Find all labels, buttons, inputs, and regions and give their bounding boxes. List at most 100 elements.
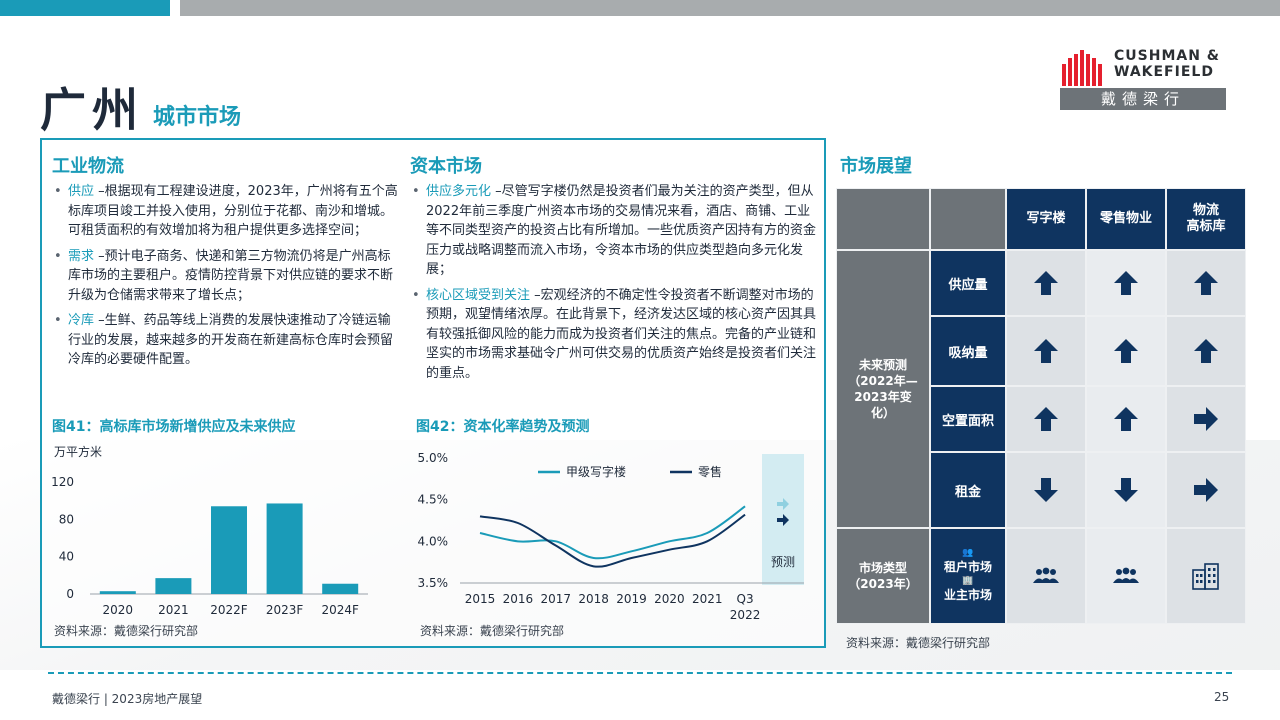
table-cell	[1007, 387, 1085, 451]
y-tick-label: 5.0%	[418, 451, 449, 465]
bullet-text: –生鲜、药品等线上消费的发展快速推动了冷链运输行业的发展，越来越多的开发商在新建…	[68, 313, 394, 367]
arrow-up-icon	[1194, 339, 1218, 363]
fig41-title: 图41：高标库市场新增供应及未来供应	[52, 419, 296, 435]
cell-text-line: 化）	[870, 406, 895, 420]
x-tick-label: Q3	[737, 592, 754, 606]
table-corner-2	[931, 189, 1005, 249]
legend-tenant-label: 租户市场	[943, 560, 992, 574]
row-header: 租金	[931, 453, 1005, 527]
forecast-arrow-icon	[777, 498, 789, 510]
logo-wordmark: CUSHMAN & WAKEFIELD	[1114, 48, 1220, 80]
arrow-up-icon	[1114, 407, 1138, 431]
bar	[211, 506, 247, 594]
fig42-title: 图42：资本化率趋势及预测	[416, 419, 590, 435]
page-title: 广州	[40, 83, 144, 137]
table-cell	[1167, 529, 1245, 623]
legend-tenant-icon: 👥	[962, 548, 974, 558]
table-cell	[1087, 251, 1165, 315]
x-tick-label: 2016	[503, 592, 534, 606]
cell-text-line: 高标库	[1186, 219, 1226, 234]
industrial-bullet: 冷库 –生鲜、药品等线上消费的发展快速推动了冷链运输行业的发展，越来越多的开发商…	[54, 311, 400, 370]
forecast-label: 预测	[771, 555, 795, 569]
table-cell	[1007, 529, 1085, 623]
column-header: 写字楼	[1007, 189, 1085, 249]
x-tick-label: 2015	[465, 592, 496, 606]
bullet-text: –根据现有工程建设进度，2023年，广州将有五个高标库项目竣工并投入使用，分别位…	[68, 184, 398, 238]
cell-text-line: （2022年—	[848, 374, 918, 388]
tenant-icon	[1033, 567, 1059, 583]
series-line	[479, 505, 746, 560]
row-header: 空置面积	[931, 387, 1005, 451]
outlook-table: 写字楼 零售物业 物流 高标库 未来预测 （2022年— 2023年变 化） 供应量 吸纳量 空置面…	[836, 188, 1246, 624]
bullet-text: –预计电子商务、快递和第三方物流仍将是广州高标库市场的主要租户。疫情防控背景下对…	[68, 248, 394, 303]
table-cell	[1007, 317, 1085, 385]
x-tick-label: 2019	[616, 592, 647, 606]
logo-chinese: 戴德梁行	[1060, 88, 1226, 110]
table-cell	[1167, 251, 1245, 315]
y-tick-label: 120	[51, 475, 74, 489]
footer-divider	[48, 672, 1232, 674]
capital-bullet: 供应多元化 –尽管写字楼仍然是投资者们最为关注的资产类型，但从2022年前三季度…	[412, 182, 816, 280]
arrow-down-icon	[1114, 478, 1138, 502]
landlord-icon	[1192, 563, 1219, 590]
table-cell	[1007, 251, 1085, 315]
page-number: 25	[1214, 690, 1230, 704]
group-forecast: 未来预测 （2022年— 2023年变 化）	[837, 251, 929, 527]
fig42-source: 资料来源：戴德梁行研究部	[420, 624, 565, 638]
arrow-up-icon	[1034, 339, 1058, 363]
x-tick-label: 2020	[654, 592, 685, 606]
x-tick-label: 2023F	[266, 603, 304, 617]
bullet-keyword: 冷库	[68, 313, 95, 328]
x-tick-label: 2024F	[321, 603, 359, 617]
bar-chart: 万平方米 0 40 80 120 2020 2021 2022F 2023F 2024F	[51, 444, 368, 617]
market-type-legend: 👥 租户市场 🏢 业主市场	[931, 529, 1005, 623]
bar	[322, 583, 359, 594]
footer-text: 戴德梁行 | 2023房地产展望	[52, 692, 203, 706]
company-logo: CUSHMAN & WAKEFIELD 戴德梁行	[1060, 48, 1230, 110]
legend-label: 零售	[698, 464, 722, 479]
cell-text-line: 未来预测	[858, 358, 907, 372]
bullet-keyword: 核心区域受到关注	[426, 287, 531, 303]
industrial-bullet: 需求 –预计电子商务、快递和第三方物流仍将是广州高标库市场的主要租户。疫情防控背…	[54, 247, 400, 306]
industrial-title: 工业物流	[52, 156, 124, 177]
forecast-arrow-icon	[777, 514, 789, 526]
cell-text-line: 2023年变	[854, 390, 912, 404]
cell-text-line: 市场类型	[858, 561, 907, 575]
y-tick-label: 3.5%	[418, 576, 449, 590]
series-line	[479, 513, 746, 568]
bullet-keyword: 供应	[68, 184, 95, 199]
table-corner	[837, 189, 929, 249]
y-tick-label: 4.0%	[418, 534, 449, 548]
arrow-flat-icon	[1194, 478, 1218, 502]
y-tick-label: 80	[59, 512, 74, 526]
cell-text-line: 零售物业	[1099, 211, 1152, 226]
x-tick-label: 2022F	[210, 603, 248, 617]
tenant-icon	[1113, 567, 1139, 583]
arrow-up-icon	[1034, 407, 1058, 431]
bar	[99, 591, 136, 594]
arrow-flat-icon	[1194, 407, 1218, 431]
industrial-bullets: 供应 –根据现有工程建设进度，2023年，广州将有五个高标库项目竣工并投入使用，…	[54, 182, 400, 376]
capital-title: 资本市场	[410, 156, 482, 177]
group-market-type: 市场类型 （2023年）	[837, 529, 929, 623]
outlook-source: 资料来源：戴德梁行研究部	[846, 636, 991, 650]
arrow-up-icon	[1194, 271, 1218, 295]
x-tick-label: 2020	[103, 603, 134, 617]
legend-label: 甲级写字楼	[566, 464, 626, 479]
line-chart: 预测 3.5% 4.0% 4.5% 5.0% 2015 2016 2017 2018 2019 20…	[418, 451, 804, 622]
logo-bars-icon	[1062, 50, 1102, 86]
table-cell	[1007, 453, 1085, 527]
bar	[155, 578, 192, 594]
bullet-keyword: 供应多元化	[426, 184, 492, 199]
column-header: 零售物业	[1087, 189, 1165, 249]
bullet-text: –宏观经济的不确定性令投资者不断调整对市场的预期，观望情绪浓厚。在此背景下，经济…	[426, 287, 817, 381]
arrow-up-icon	[1114, 339, 1138, 363]
logo-line-2: WAKEFIELD	[1114, 64, 1214, 80]
x-tick-label: 2021	[692, 592, 723, 606]
x-tick-label: 2021	[158, 603, 189, 617]
y-tick-label: 40	[59, 550, 74, 564]
table-cell	[1087, 453, 1165, 527]
bar	[266, 503, 303, 594]
x-tick-label: 2017	[540, 592, 571, 606]
top-accent-bar	[0, 0, 170, 16]
